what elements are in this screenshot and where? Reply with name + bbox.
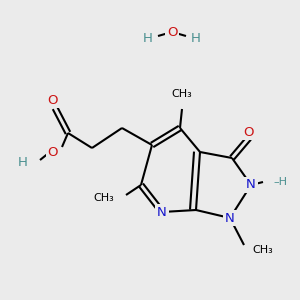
Text: –H: –H [273,177,287,187]
Text: CH₃: CH₃ [252,245,273,255]
Text: O: O [244,125,254,139]
Text: H: H [143,32,153,44]
Text: CH₃: CH₃ [172,89,192,99]
Text: N: N [246,178,256,191]
Text: CH₃: CH₃ [93,193,114,203]
Text: N: N [225,212,235,224]
Text: H: H [18,155,28,169]
Text: O: O [48,146,58,158]
Text: O: O [48,94,58,106]
Text: H: H [191,32,201,44]
Text: O: O [167,26,177,38]
Text: N: N [157,206,167,218]
